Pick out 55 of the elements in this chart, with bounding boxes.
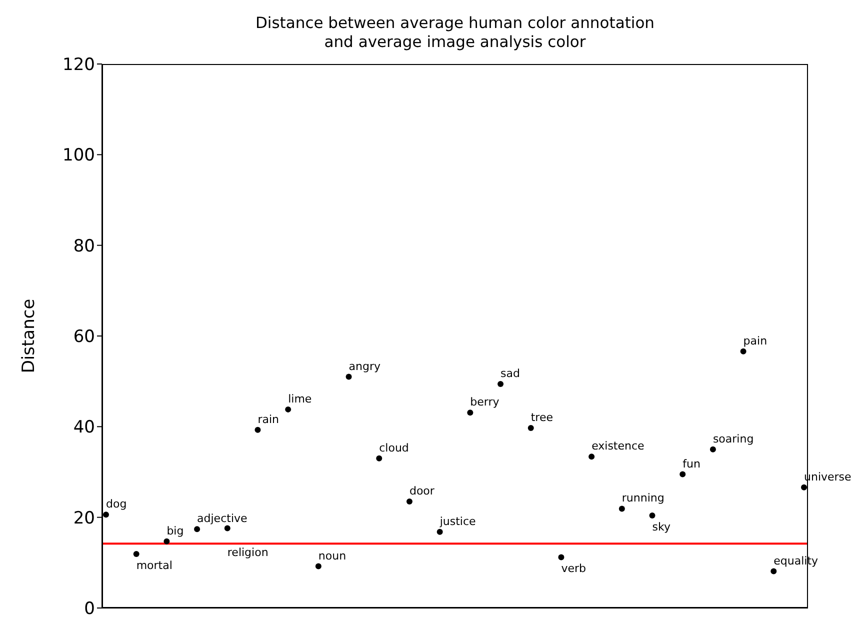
data-label: dog [106, 498, 127, 511]
data-label: door [409, 484, 435, 498]
data-label: lime [288, 392, 312, 406]
y-tick-label: 120 [62, 55, 95, 76]
point [406, 498, 412, 504]
data-label: pain [743, 334, 768, 348]
point [346, 374, 352, 380]
point [164, 538, 170, 544]
point [285, 406, 292, 412]
point [498, 381, 504, 388]
y-tick-label: 40 [73, 418, 95, 438]
y-tick-label: 100 [62, 146, 95, 166]
data-label: cloud [379, 441, 409, 454]
data-label: big [166, 524, 184, 538]
point [224, 525, 230, 532]
data-label: mortal [136, 559, 172, 572]
point [528, 425, 534, 432]
data-label: existence [592, 440, 645, 453]
data-label: fun [682, 457, 700, 470]
point [588, 454, 595, 460]
point [103, 512, 109, 518]
point [315, 563, 322, 570]
point [618, 506, 625, 512]
point [740, 348, 746, 354]
point [194, 526, 200, 532]
point [680, 471, 686, 478]
point [649, 512, 656, 519]
y-tick-label: 0 [84, 599, 95, 620]
point [436, 528, 443, 535]
data-label: soaring [712, 432, 754, 446]
point [770, 568, 777, 574]
data-label: rain [258, 412, 280, 426]
data-label: running [622, 492, 664, 505]
chart-title: Distance between average human color annotation and average image analysis color [254, 14, 656, 52]
data-label: justice [438, 514, 476, 528]
data-label: sky [652, 520, 671, 534]
point [710, 446, 716, 452]
y-tick-label: 80 [73, 236, 95, 256]
data-label: adjective [197, 512, 248, 526]
point [467, 410, 474, 416]
point [133, 551, 140, 558]
y-axis-title: Distance [19, 298, 40, 374]
point [254, 426, 261, 433]
point [801, 484, 807, 490]
data-label: berry [470, 396, 500, 409]
point [558, 554, 564, 560]
data-label: religion [227, 546, 268, 560]
data-label: sad [500, 367, 520, 380]
point [376, 455, 382, 462]
data-label: tree [530, 411, 554, 424]
data-label: verb [561, 562, 586, 576]
data-label: angry [348, 360, 381, 373]
y-tick-label: 60 [73, 327, 95, 348]
data-label: noun [318, 549, 346, 562]
y-tick-label: 20 [73, 508, 95, 528]
